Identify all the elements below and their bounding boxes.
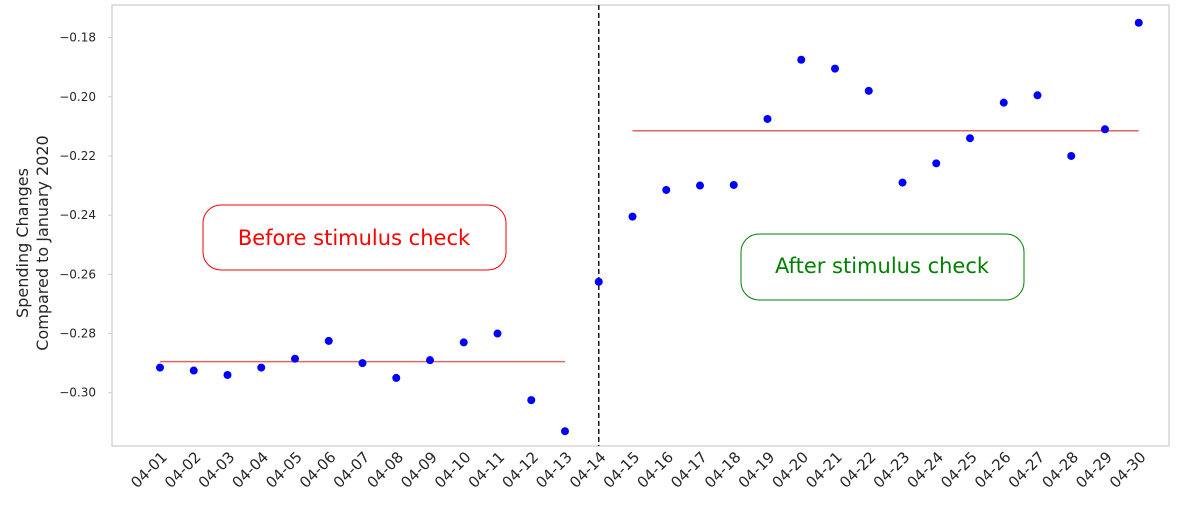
x-tick-label: 04-26 <box>971 448 1015 492</box>
x-tick-label: 04-10 <box>431 448 475 492</box>
plot-area <box>111 4 1170 447</box>
x-tick-label: 04-22 <box>836 448 880 492</box>
data-point <box>1101 125 1109 134</box>
x-tick-label: 04-13 <box>532 448 576 492</box>
data-point <box>662 185 671 194</box>
y-tick-label: −0.24 <box>59 208 96 222</box>
data-point <box>459 338 468 347</box>
x-tick-label: 04-17 <box>667 448 711 492</box>
x-tick-label: 04-16 <box>634 448 678 492</box>
y-tick-label: −0.26 <box>59 267 96 281</box>
y-tick-label: −0.28 <box>59 327 96 341</box>
data-point <box>291 354 299 363</box>
x-tick-label: 04-29 <box>1072 448 1116 492</box>
x-tick-label: 04-18 <box>701 448 745 492</box>
x-tick-label: 04-24 <box>904 448 948 492</box>
x-tick-label: 04-05 <box>262 448 306 492</box>
y-tick-label: −0.30 <box>59 386 96 400</box>
data-point <box>594 277 603 286</box>
x-tick-label: 04-11 <box>465 448 509 492</box>
data-point <box>223 370 232 379</box>
x-tick-label: 04-28 <box>1039 448 1083 492</box>
x-axis: 04-0104-0204-0304-0404-0504-0604-0704-08… <box>127 448 1149 492</box>
x-tick-label: 04-09 <box>397 448 441 492</box>
x-tick-label: 04-19 <box>735 448 779 492</box>
y-axis-label-line-2: Compared to January 2020 <box>33 135 52 350</box>
after-annotation-text: After stimulus check <box>775 254 990 278</box>
x-tick-label: 04-14 <box>566 448 610 492</box>
data-point <box>1134 18 1143 27</box>
data-point <box>156 363 164 372</box>
x-tick-label: 04-23 <box>870 448 914 492</box>
plot-frame <box>111 4 1170 447</box>
x-tick-label: 04-08 <box>364 448 408 492</box>
data-point <box>527 396 536 405</box>
before-annotation-box <box>202 204 507 271</box>
x-tick-label: 04-25 <box>937 448 981 492</box>
data-point <box>493 329 502 338</box>
x-tick-label: 04-30 <box>1106 448 1150 492</box>
x-tick-label: 04-07 <box>330 448 374 492</box>
data-point <box>831 64 839 73</box>
annotations: Before stimulus check After stimulus che… <box>202 204 1025 301</box>
y-tick-label: −0.18 <box>59 31 96 45</box>
x-tick-label: 04-02 <box>161 448 205 492</box>
data-point <box>966 134 974 143</box>
data-point <box>257 363 266 372</box>
data-point <box>561 427 569 436</box>
data-point <box>426 356 434 365</box>
x-tick-label: 04-20 <box>769 448 813 492</box>
y-tick-label: −0.20 <box>59 90 96 104</box>
data-point <box>898 178 907 187</box>
y-tick-label: −0.22 <box>59 149 96 163</box>
data-point <box>729 180 738 189</box>
data-point <box>628 212 637 221</box>
x-tick-label: 04-12 <box>499 448 543 492</box>
data-point <box>696 181 704 190</box>
x-tick-label: 04-04 <box>229 448 273 492</box>
x-tick-label: 04-21 <box>802 448 846 492</box>
data-point <box>1033 91 1042 100</box>
data-point <box>392 373 401 382</box>
data-point <box>324 336 333 345</box>
data-point <box>763 114 772 123</box>
data-point <box>797 55 806 64</box>
x-tick-label: 04-01 <box>127 448 171 492</box>
data-point <box>1067 151 1076 160</box>
data-point <box>864 86 873 95</box>
y-axis: −0.18 −0.20 −0.22 −0.24 −0.26 −0.28 −0.30 <box>59 31 112 400</box>
after-annotation-box <box>740 233 1025 301</box>
x-tick-label: 04-06 <box>296 448 340 492</box>
x-tick-label: 04-27 <box>1005 448 1049 492</box>
data-point <box>189 366 198 375</box>
before-annotation-text: Before stimulus check <box>238 226 471 250</box>
x-tick-label: 04-03 <box>195 448 239 492</box>
x-tick-label: 04-15 <box>600 448 644 492</box>
y-axis-label-line-1: Spending Changes <box>13 168 32 318</box>
data-point <box>932 159 941 168</box>
data-point <box>999 98 1008 107</box>
data-point <box>358 359 367 368</box>
